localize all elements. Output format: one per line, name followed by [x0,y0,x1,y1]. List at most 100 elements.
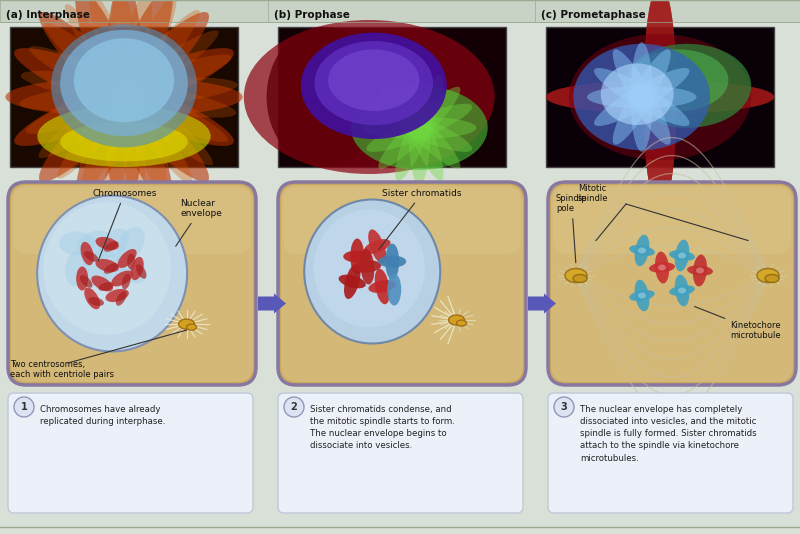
Ellipse shape [669,250,695,261]
Ellipse shape [658,264,666,271]
Ellipse shape [674,240,690,271]
Ellipse shape [304,200,440,343]
FancyBboxPatch shape [281,185,523,382]
Ellipse shape [565,269,587,282]
Ellipse shape [81,242,94,265]
Ellipse shape [574,44,710,150]
Circle shape [554,397,574,417]
Ellipse shape [244,20,494,174]
Ellipse shape [546,80,774,114]
Ellipse shape [84,288,100,309]
Text: Nuclear
envelope: Nuclear envelope [176,199,222,246]
Ellipse shape [266,27,381,167]
FancyBboxPatch shape [278,182,526,385]
Text: Kinetochore
microtubule: Kinetochore microtubule [694,307,781,340]
Ellipse shape [76,266,88,290]
Ellipse shape [351,86,488,170]
Bar [0,0,800,22]
Circle shape [14,397,34,417]
Ellipse shape [60,30,188,136]
Ellipse shape [366,104,472,152]
Ellipse shape [116,291,126,305]
Ellipse shape [354,261,381,272]
Ellipse shape [395,75,443,180]
Text: (c) Prometaphase: (c) Prometaphase [541,10,646,20]
Bar [10,27,238,167]
FancyBboxPatch shape [8,393,253,513]
Ellipse shape [314,41,433,125]
Ellipse shape [638,293,646,299]
Ellipse shape [630,42,653,152]
Text: Two centrosomes,
each with centriole pairs: Two centrosomes, each with centriole pai… [10,360,114,379]
Ellipse shape [6,77,242,116]
Ellipse shape [29,46,228,142]
Ellipse shape [80,275,93,288]
Ellipse shape [14,48,234,146]
Ellipse shape [638,247,646,254]
Ellipse shape [130,257,144,280]
Ellipse shape [104,263,118,274]
Text: Chromosomes: Chromosomes [92,189,157,261]
Ellipse shape [378,255,406,268]
FancyBboxPatch shape [551,185,793,382]
Ellipse shape [98,229,129,258]
Ellipse shape [81,0,177,193]
Ellipse shape [338,274,366,288]
Ellipse shape [51,24,197,147]
Ellipse shape [678,253,686,258]
Ellipse shape [343,250,371,263]
Text: 1: 1 [21,402,27,412]
Ellipse shape [38,30,218,158]
Ellipse shape [693,255,707,286]
Text: Spindle
pole: Spindle pole [556,194,587,263]
Ellipse shape [628,50,729,111]
Ellipse shape [21,70,236,117]
Ellipse shape [39,12,209,182]
Text: Sister chromatids: Sister chromatids [379,189,462,249]
Ellipse shape [350,239,364,274]
Ellipse shape [111,271,133,286]
Ellipse shape [59,232,95,255]
Ellipse shape [65,4,192,184]
Ellipse shape [613,49,670,145]
Ellipse shape [75,0,173,207]
Ellipse shape [314,209,425,327]
Ellipse shape [629,245,655,256]
Ellipse shape [118,249,137,268]
FancyBboxPatch shape [548,393,793,513]
Ellipse shape [643,0,677,211]
Text: Chromosomes have already
replicated during interphase.: Chromosomes have already replicated duri… [40,405,166,426]
Circle shape [284,397,304,417]
Ellipse shape [546,80,774,114]
FancyBboxPatch shape [11,185,253,382]
Ellipse shape [643,0,677,211]
Text: 2: 2 [290,402,298,412]
Ellipse shape [26,54,231,134]
Ellipse shape [643,0,677,211]
Ellipse shape [301,33,446,139]
Ellipse shape [378,87,461,169]
Ellipse shape [655,252,669,284]
Ellipse shape [99,252,127,285]
Ellipse shape [105,0,152,202]
Ellipse shape [449,315,465,325]
Ellipse shape [629,290,655,301]
Ellipse shape [186,324,197,330]
Ellipse shape [39,12,209,182]
Ellipse shape [587,86,697,108]
Ellipse shape [678,287,686,294]
Ellipse shape [60,122,188,161]
Ellipse shape [344,264,361,299]
Ellipse shape [19,77,238,111]
FancyArrow shape [528,294,556,313]
Ellipse shape [364,239,390,254]
Ellipse shape [328,50,419,111]
Ellipse shape [368,230,386,264]
Bar [546,27,774,167]
Ellipse shape [75,0,173,207]
Ellipse shape [89,0,168,197]
Ellipse shape [387,273,402,305]
Ellipse shape [366,104,472,152]
Ellipse shape [594,68,690,126]
Ellipse shape [546,80,774,114]
